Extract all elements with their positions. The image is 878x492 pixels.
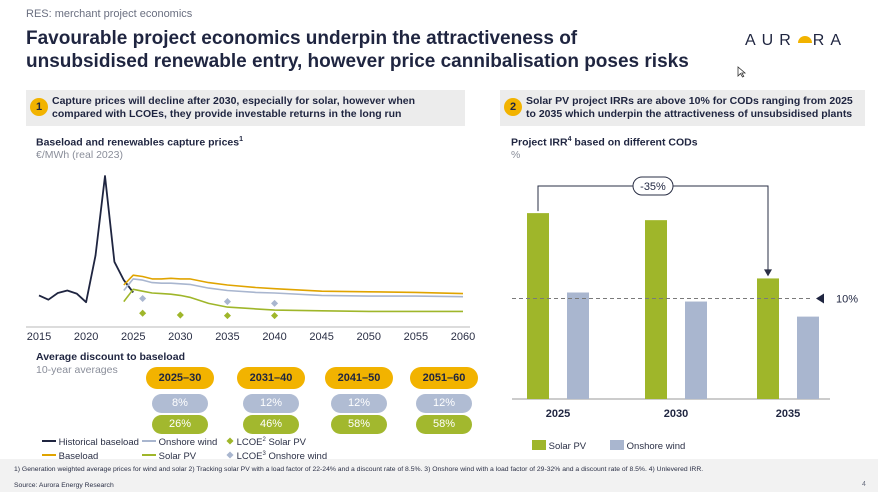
project-irr-chart: 2025 2030 2035 10% -35% bbox=[512, 176, 858, 420]
panel-1-chart-unit: €/MWh (real 2023) bbox=[36, 149, 123, 161]
legend-irr-solar-swatch bbox=[532, 440, 546, 450]
x-tick-label: 2060 bbox=[451, 331, 475, 343]
wind-discount-pill: 12% bbox=[416, 394, 472, 413]
discount-subtitle: 10-year averages bbox=[36, 364, 118, 376]
x-tick-label: 2045 bbox=[309, 331, 333, 343]
panel-2-chart-unit: % bbox=[511, 149, 521, 161]
panel-2-header: 2 Solar PV project IRRs are above 10% fo… bbox=[500, 90, 865, 126]
x-tick-label: 2055 bbox=[404, 331, 428, 343]
title-line-2: unsubsidised renewable entry, however pr… bbox=[26, 51, 689, 72]
wind-irr-bar bbox=[685, 301, 707, 399]
period-pill: 2031–40 bbox=[237, 367, 305, 389]
wind-irr-bar bbox=[797, 316, 819, 399]
diamond-icon bbox=[226, 451, 234, 459]
panel-1-chart-title: Baseload and renewables capture prices1 bbox=[36, 136, 243, 149]
legend-onshore-swatch bbox=[142, 440, 156, 442]
lcoe-solar-marker bbox=[139, 309, 147, 317]
logo-text-right: RA bbox=[812, 32, 848, 49]
onshore-wind-line bbox=[123, 278, 464, 298]
capture-price-chart: 2015 2020 2025 2030 2035 2040 2045 2050 2055 2060 bbox=[26, 175, 475, 343]
legend-irr-wind-swatch bbox=[610, 440, 624, 450]
period-pill: 2051–60 bbox=[410, 367, 478, 389]
diamond-icon bbox=[226, 437, 234, 445]
threshold-label: 10% bbox=[836, 294, 858, 306]
x-tick-label: 2050 bbox=[357, 331, 381, 343]
legend-onshore: Onshore wind bbox=[142, 437, 217, 448]
legend-solar-swatch bbox=[142, 454, 156, 456]
discount-title: Average discount to baseload bbox=[36, 351, 185, 363]
panel-2-chart-title: Project IRR4 based on different CODs bbox=[511, 136, 698, 149]
x-tick-label: 2040 bbox=[262, 331, 286, 343]
period-pill: 2041–50 bbox=[325, 367, 393, 389]
wind-discount-pill: 12% bbox=[243, 394, 299, 413]
x-tick-label: 2020 bbox=[74, 331, 98, 343]
legend-solar: Solar PV bbox=[142, 451, 196, 462]
x-tick-label: 2030 bbox=[168, 331, 192, 343]
legend-historical-swatch bbox=[42, 440, 56, 442]
legend-irr-wind: Onshore wind bbox=[610, 440, 685, 452]
solar-irr-bar bbox=[527, 213, 549, 399]
footer-band bbox=[0, 459, 878, 492]
solar-discount-pill: 58% bbox=[416, 415, 472, 434]
title-line-1: Favourable project economics underpin th… bbox=[26, 28, 578, 49]
solar-irr-bar bbox=[757, 278, 779, 399]
solar-irr-bar bbox=[645, 220, 667, 399]
lcoe-solar-marker bbox=[271, 312, 279, 320]
panel-1-headline: Capture prices will decline after 2030, … bbox=[52, 95, 415, 120]
sun-icon bbox=[797, 36, 812, 43]
solar-pv-line bbox=[123, 288, 463, 313]
footnote: 1) Generation weighted average prices fo… bbox=[14, 466, 704, 473]
slide-title: Favourable project economics underpin th… bbox=[26, 27, 716, 73]
decline-badge bbox=[632, 176, 674, 196]
aurora-logo: AUR RA bbox=[745, 32, 847, 50]
historical-baseload-line bbox=[38, 175, 134, 304]
x-tick-label: 2035 bbox=[215, 331, 239, 343]
x-tick-label: 2025 bbox=[121, 331, 145, 343]
decline-label: -35% bbox=[640, 181, 666, 193]
solar-discount-pill: 26% bbox=[152, 415, 208, 434]
lcoe-wind-marker bbox=[223, 298, 231, 306]
legend-lcoe-wind: LCOE3 Onshore wind bbox=[226, 451, 327, 462]
legend-baseload-swatch bbox=[42, 454, 56, 456]
wind-discount-pill: 8% bbox=[152, 394, 208, 413]
legend-baseload: Baseload bbox=[42, 451, 98, 462]
logo-text-left: AUR bbox=[745, 32, 797, 49]
arrow-down-icon bbox=[764, 269, 772, 277]
panel-2-headline: Solar PV project IRRs are above 10% for … bbox=[526, 95, 853, 120]
panel-1-number: 1 bbox=[30, 98, 48, 116]
lcoe-wind-marker bbox=[271, 299, 279, 307]
legend-irr-solar: Solar PV bbox=[532, 440, 586, 452]
solar-discount-pill: 46% bbox=[243, 415, 299, 434]
section-tag: RES: merchant project economics bbox=[26, 8, 193, 20]
panel-1-header: 1 Capture prices will decline after 2030… bbox=[26, 90, 465, 126]
category-label: 2030 bbox=[664, 408, 688, 420]
category-label: 2035 bbox=[776, 408, 800, 420]
panel-2-number: 2 bbox=[504, 98, 522, 116]
lcoe-solar-marker bbox=[176, 311, 184, 319]
lcoe-wind-marker bbox=[139, 294, 147, 303]
solar-discount-pill: 58% bbox=[331, 415, 387, 434]
source-note: Source: Aurora Energy Research bbox=[14, 482, 114, 489]
category-label: 2025 bbox=[546, 408, 570, 420]
mouse-cursor-icon bbox=[737, 66, 747, 78]
legend-lcoe-solar: LCOE2 Solar PV bbox=[226, 437, 306, 448]
wind-irr-bar bbox=[567, 292, 589, 399]
threshold-arrow-icon bbox=[816, 293, 824, 304]
wind-discount-pill: 12% bbox=[331, 394, 387, 413]
baseload-line bbox=[123, 274, 464, 295]
legend-historical: Historical baseload bbox=[42, 437, 139, 448]
period-pill: 2025–30 bbox=[146, 367, 214, 389]
x-tick-label: 2015 bbox=[27, 331, 51, 343]
lcoe-solar-marker bbox=[223, 312, 231, 320]
page-number: 4 bbox=[862, 481, 866, 488]
